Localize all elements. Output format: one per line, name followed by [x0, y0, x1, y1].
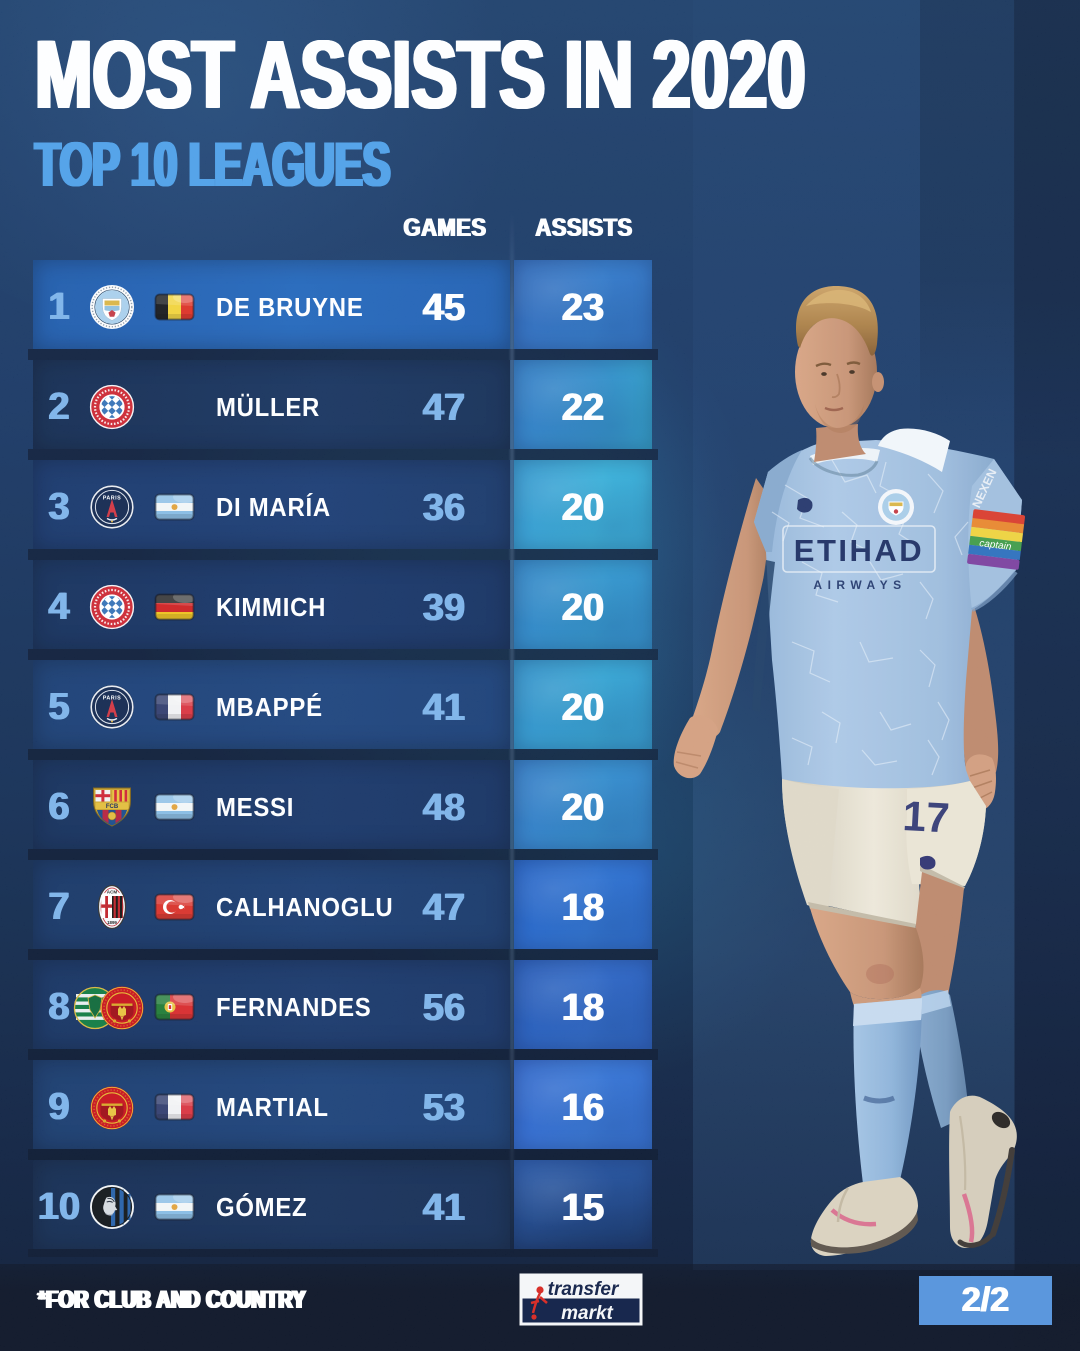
- svg-text:transfer: transfer: [548, 1279, 620, 1300]
- svg-text:markt: markt: [561, 1303, 613, 1324]
